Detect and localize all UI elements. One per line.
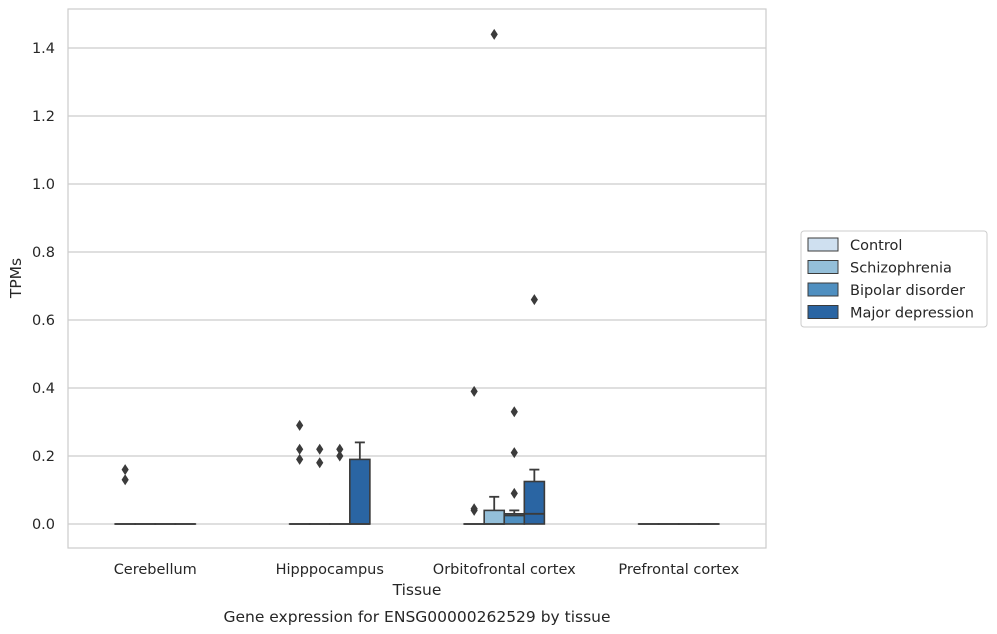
y-tick-label: 1.0 xyxy=(32,177,55,193)
box-body xyxy=(349,458,371,525)
legend-swatch xyxy=(807,237,839,252)
box-control xyxy=(288,419,311,525)
outlier-point xyxy=(121,474,129,486)
outlier-point xyxy=(530,294,538,306)
y-tick-label: 0.0 xyxy=(32,517,55,533)
box-body xyxy=(483,509,506,525)
outlier-point xyxy=(470,385,478,397)
legend-frame xyxy=(800,230,988,328)
x-axis-title: Tissue xyxy=(392,581,442,599)
outlier-point xyxy=(510,487,518,499)
legend-swatch xyxy=(807,305,839,319)
legend-label: Schizophrenia xyxy=(850,261,952,277)
box-bipolar-disorder xyxy=(328,443,351,525)
y-axis-ticks: 0.0 0.2 0.4 0.6 0.8 1.0 1.2 1.4 xyxy=(32,41,55,533)
box-schizophrenia xyxy=(483,28,506,525)
gridlines xyxy=(68,47,766,525)
legend-swatch xyxy=(807,282,839,297)
box-major-depression xyxy=(523,294,546,525)
legend-label: Control xyxy=(850,238,902,254)
outlier-point xyxy=(470,503,478,515)
box-control xyxy=(114,464,136,525)
x-tick-label: Orbitofrontal cortex xyxy=(433,562,576,578)
legend-swatch xyxy=(807,260,839,274)
x-tick-label: Cerebellum xyxy=(114,562,197,578)
x-tick-label: Prefrontal cortex xyxy=(618,562,739,578)
outlier-point xyxy=(121,464,129,476)
box-schizophrenia xyxy=(308,443,331,525)
y-tick-label: 0.2 xyxy=(32,449,55,465)
outlier-point xyxy=(316,443,324,455)
plot-marks xyxy=(114,28,720,525)
outlier-point xyxy=(336,450,344,462)
y-axis-title: TPMs xyxy=(7,258,25,299)
legend-label: Bipolar disorder xyxy=(850,283,965,299)
y-tick-label: 0.4 xyxy=(32,381,55,397)
box-major-depression xyxy=(349,441,371,525)
y-tick-label: 1.2 xyxy=(32,109,55,125)
outlier-point xyxy=(490,28,498,40)
box-control xyxy=(463,385,485,525)
legend-label: Major depression xyxy=(850,306,974,322)
outlier-point xyxy=(296,443,304,455)
outlier-point xyxy=(336,443,344,455)
box-bipolar-disorder xyxy=(503,406,526,525)
y-tick-label: 0.6 xyxy=(32,313,55,329)
outlier-point xyxy=(510,406,518,418)
outlier-point xyxy=(296,419,304,431)
chart-caption: Gene expression for ENSG00000262529 by t… xyxy=(223,608,610,626)
x-axis-ticks: Cerebellum Hipppocampus Orbitofrontal cort… xyxy=(114,562,740,578)
outlier-point xyxy=(510,447,518,459)
box-body xyxy=(523,480,546,525)
outlier-point xyxy=(316,457,324,469)
y-tick-label: 0.8 xyxy=(32,245,55,261)
x-tick-label: Hipppocampus xyxy=(276,562,384,578)
plot-frame xyxy=(67,8,767,549)
legend: Control Schizophrenia Bipolar disorder Majo… xyxy=(800,230,988,328)
outlier-point xyxy=(296,453,304,465)
y-tick-label: 1.4 xyxy=(32,41,55,57)
